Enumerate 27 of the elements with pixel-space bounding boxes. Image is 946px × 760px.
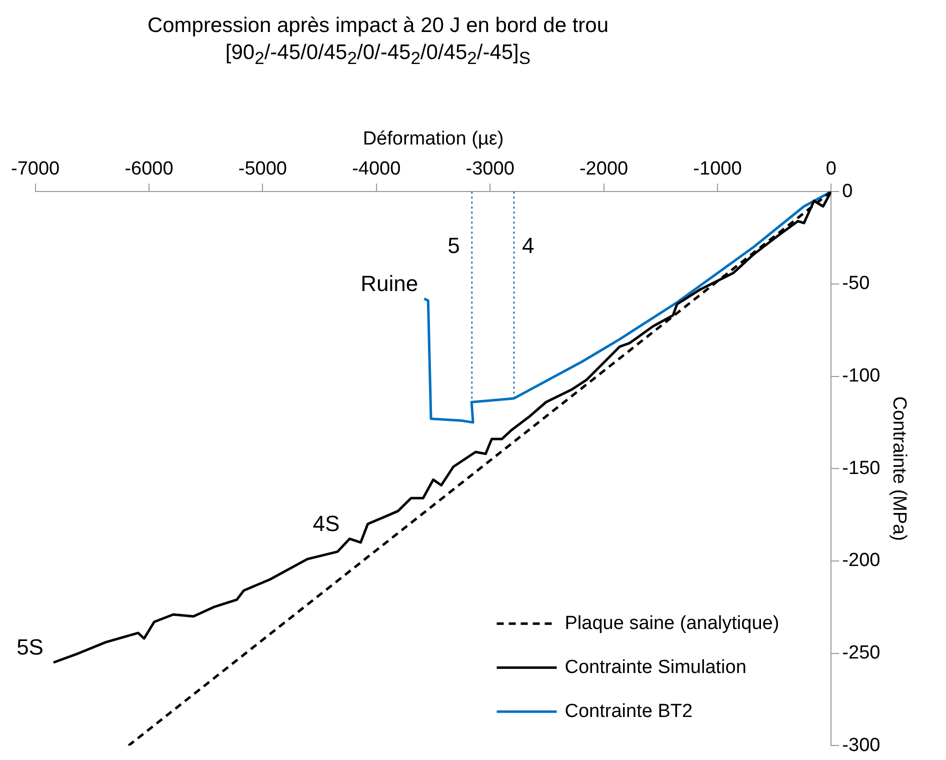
y-tick-label: -250 [842, 642, 880, 664]
y-tick-label: 0 [842, 181, 853, 202]
x-tick-label: -4000 [352, 158, 401, 180]
y-axis-title: Contrainte (MPa) [888, 396, 910, 542]
annotation: 5S [16, 634, 44, 660]
x-axis-title: Déformation (µε) [362, 128, 504, 150]
annotation: 4S [312, 511, 340, 536]
annotation: 4 [522, 233, 534, 258]
x-tick-label: -3000 [466, 158, 514, 180]
x-tick-label: 0 [826, 158, 836, 180]
legend-label: Contrainte BT2 [564, 701, 693, 722]
x-tick-label: -6000 [124, 158, 174, 180]
chart-title: Compression après impact à 20 J en bord de trou [146, 13, 610, 39]
y-tick-label: -150 [842, 458, 880, 480]
x-tick-label: -2000 [579, 158, 628, 180]
x-tick-label: -1000 [693, 158, 742, 180]
y-tick-label: -100 [842, 366, 880, 387]
legend-label: Plaque saine (analytique) [564, 613, 780, 634]
y-tick-label: -50 [842, 273, 870, 294]
x-tick-label: -5000 [238, 158, 287, 180]
annotation: Ruine [360, 270, 418, 296]
y-tick-label: -300 [842, 735, 880, 756]
x-tick-label: -7000 [10, 158, 60, 180]
text: [90$_{2}$/-45/0/45$_{2}$/0/-45$_{2}$/0/45$_{2}$/-45]$_{S}$ [225, 41, 531, 68]
annotation: 5 [448, 233, 460, 258]
legend-label: Contrainte Simulation [564, 657, 746, 678]
y-tick-label: -200 [842, 550, 880, 572]
